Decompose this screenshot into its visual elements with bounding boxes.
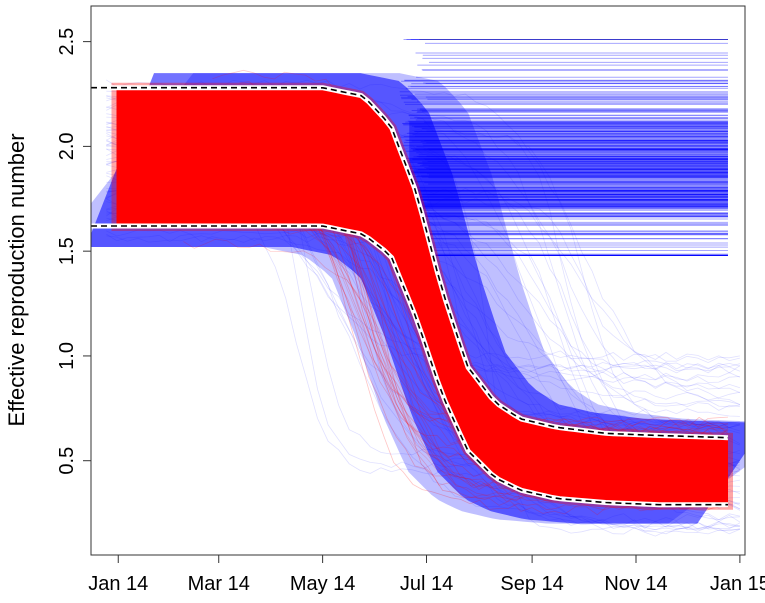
blue-plateau-core [409, 121, 728, 210]
upper-dashed-curve [91, 86, 729, 439]
lower-dashed-curve [91, 225, 728, 506]
y-axis-title: Effective reproduction number [4, 133, 29, 426]
x-tick-label: Mar 14 [188, 573, 250, 595]
y-axis: 0.5 1.0 1.5 2.0 2.5 [56, 28, 91, 475]
red-trajectory [250, 175, 729, 511]
x-tick-label: Sep 14 [500, 573, 563, 595]
x-tick-label: Jul 14 [400, 573, 453, 595]
dashed-bounds [91, 85, 729, 508]
y-tick-label: 1.5 [56, 237, 78, 265]
blue-horizontal-lines [399, 39, 728, 256]
y-tick-label: 2.5 [56, 28, 78, 56]
x-axis: Jan 14 Mar 14 May 14 Jul 14 Sep 14 Nov 14 Jan … [88, 555, 765, 595]
plot-frame [90, 5, 746, 556]
x-tick-label: May 14 [290, 573, 356, 595]
y-tick-label: 0.5 [56, 447, 78, 475]
y-tick-label: 2.0 [56, 132, 78, 160]
red-trajectory [183, 238, 729, 516]
x-tick-label: Jan 14 [88, 573, 148, 595]
red-ensemble-band [116, 87, 728, 505]
y-tick-label: 1.0 [56, 342, 78, 370]
plot-content [91, 39, 745, 537]
x-tick-label: Nov 14 [604, 573, 667, 595]
x-tick-label: Jan 15 [710, 573, 765, 595]
